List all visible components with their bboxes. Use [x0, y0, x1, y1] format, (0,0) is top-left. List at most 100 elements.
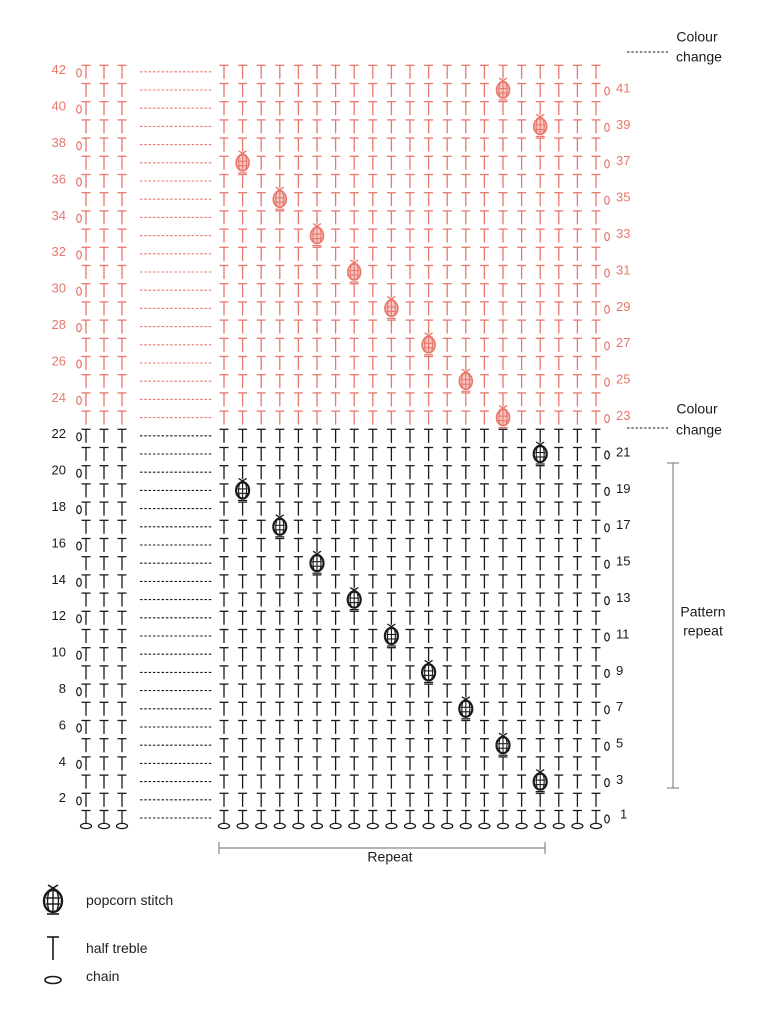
- half-treble-stitch: [368, 537, 378, 552]
- row-number: 33: [616, 226, 630, 241]
- half-treble-stitch: [535, 556, 545, 571]
- half-treble-stitch: [498, 537, 508, 552]
- row-number: 13: [616, 590, 630, 605]
- half-treble-stitch: [368, 228, 378, 243]
- half-treble-stitch: [368, 465, 378, 480]
- legend-item-chain: chain: [40, 961, 119, 991]
- chain-stitch: [236, 822, 249, 830]
- half-treble-stitch: [256, 119, 266, 134]
- half-treble-stitch: [312, 519, 322, 534]
- half-treble-stitch: [405, 610, 415, 625]
- turning-chain: [76, 104, 82, 114]
- half-treble-stitch: [99, 792, 109, 807]
- half-treble-stitch: [386, 101, 396, 116]
- half-treble-stitch: [424, 647, 434, 662]
- half-treble-stitch: [461, 192, 471, 207]
- half-treble-stitch: [368, 719, 378, 734]
- half-treble-stitch: [117, 337, 127, 352]
- half-treble-stitch: [498, 301, 508, 316]
- half-treble-stitch: [591, 283, 601, 298]
- half-treble-stitch: [461, 337, 471, 352]
- half-treble-stitch: [461, 82, 471, 97]
- half-treble-stitch: [293, 283, 303, 298]
- half-treble-stitch: [498, 592, 508, 607]
- half-treble-stitch: [572, 738, 582, 753]
- half-treble-stitch: [479, 756, 489, 771]
- half-treble-stitch: [498, 355, 508, 370]
- half-treble-stitch: [238, 628, 248, 643]
- half-treble-stitch: [312, 301, 322, 316]
- half-treble-stitch: [517, 137, 527, 152]
- half-treble-stitch: [572, 792, 582, 807]
- half-treble-stitch: [99, 574, 109, 589]
- turning-chain: [604, 705, 610, 715]
- half-treble-stitch: [517, 283, 527, 298]
- turning-chain: [604, 86, 610, 96]
- half-treble-stitch: [554, 701, 564, 716]
- half-treble-stitch: [535, 283, 545, 298]
- half-treble-stitch: [572, 628, 582, 643]
- half-treble-stitch: [81, 738, 91, 753]
- half-treble-stitch: [479, 446, 489, 461]
- half-treble-stitch: [368, 483, 378, 498]
- half-treble-stitch: [572, 210, 582, 225]
- half-treble-stitch: [405, 701, 415, 716]
- half-treble-stitch: [479, 192, 489, 207]
- half-treble-stitch: [386, 410, 396, 425]
- half-treble-stitch: [498, 319, 508, 334]
- half-treble-stitch: [275, 610, 285, 625]
- chain-stitch: [217, 822, 231, 830]
- half-treble-stitch: [554, 647, 564, 662]
- half-treble-stitch: [312, 246, 322, 261]
- half-treble-stitch: [405, 101, 415, 116]
- half-treble-stitch: [99, 210, 109, 225]
- half-treble-stitch: [461, 228, 471, 243]
- half-treble-stitch: [293, 683, 303, 698]
- half-treble-stitch: [99, 119, 109, 134]
- half-treble-stitch: [386, 719, 396, 734]
- half-treble-icon: [47, 936, 59, 960]
- half-treble-stitch: [117, 82, 127, 97]
- colour-change-label: change: [676, 422, 722, 438]
- half-treble-stitch: [219, 355, 229, 370]
- half-treble-stitch: [424, 82, 434, 97]
- half-treble-stitch: [554, 592, 564, 607]
- half-treble-stitch: [117, 556, 127, 571]
- half-treble-stitch: [479, 501, 489, 516]
- half-treble-stitch: [81, 264, 91, 279]
- half-treble-stitch: [293, 628, 303, 643]
- half-treble-stitch: [535, 465, 545, 480]
- half-treble-stitch: [293, 574, 303, 589]
- half-treble-stitch: [312, 119, 322, 134]
- turning-chain: [76, 650, 82, 660]
- half-treble-stitch: [591, 465, 601, 480]
- turning-chain: [604, 595, 610, 606]
- half-treble-stitch: [554, 774, 564, 789]
- half-treble-stitch: [386, 374, 396, 389]
- half-treble-stitch: [238, 264, 248, 279]
- half-treble-stitch: [331, 556, 341, 571]
- half-treble-stitch: [461, 64, 471, 79]
- half-treble-stitch: [535, 809, 545, 824]
- half-treble-stitch: [99, 246, 109, 261]
- half-treble-stitch: [442, 64, 452, 79]
- row-number: 22: [52, 426, 66, 441]
- half-treble-stitch: [256, 428, 266, 443]
- half-treble-stitch: [424, 192, 434, 207]
- half-treble-stitch: [517, 756, 527, 771]
- half-treble-stitch: [312, 592, 322, 607]
- half-treble-stitch: [498, 283, 508, 298]
- row-number: 21: [616, 444, 630, 459]
- half-treble-stitch: [81, 592, 91, 607]
- half-treble-stitch: [535, 246, 545, 261]
- half-treble-stitch: [442, 701, 452, 716]
- legend-label-half-treble: half treble: [86, 940, 148, 956]
- popcorn-stitch: [235, 150, 250, 174]
- half-treble-stitch: [331, 647, 341, 662]
- half-treble-stitch: [386, 283, 396, 298]
- half-treble-stitch: [535, 647, 545, 662]
- half-treble-stitch: [349, 192, 359, 207]
- half-treble-stitch: [591, 501, 601, 516]
- half-treble-stitch: [442, 155, 452, 170]
- half-treble-stitch: [479, 519, 489, 534]
